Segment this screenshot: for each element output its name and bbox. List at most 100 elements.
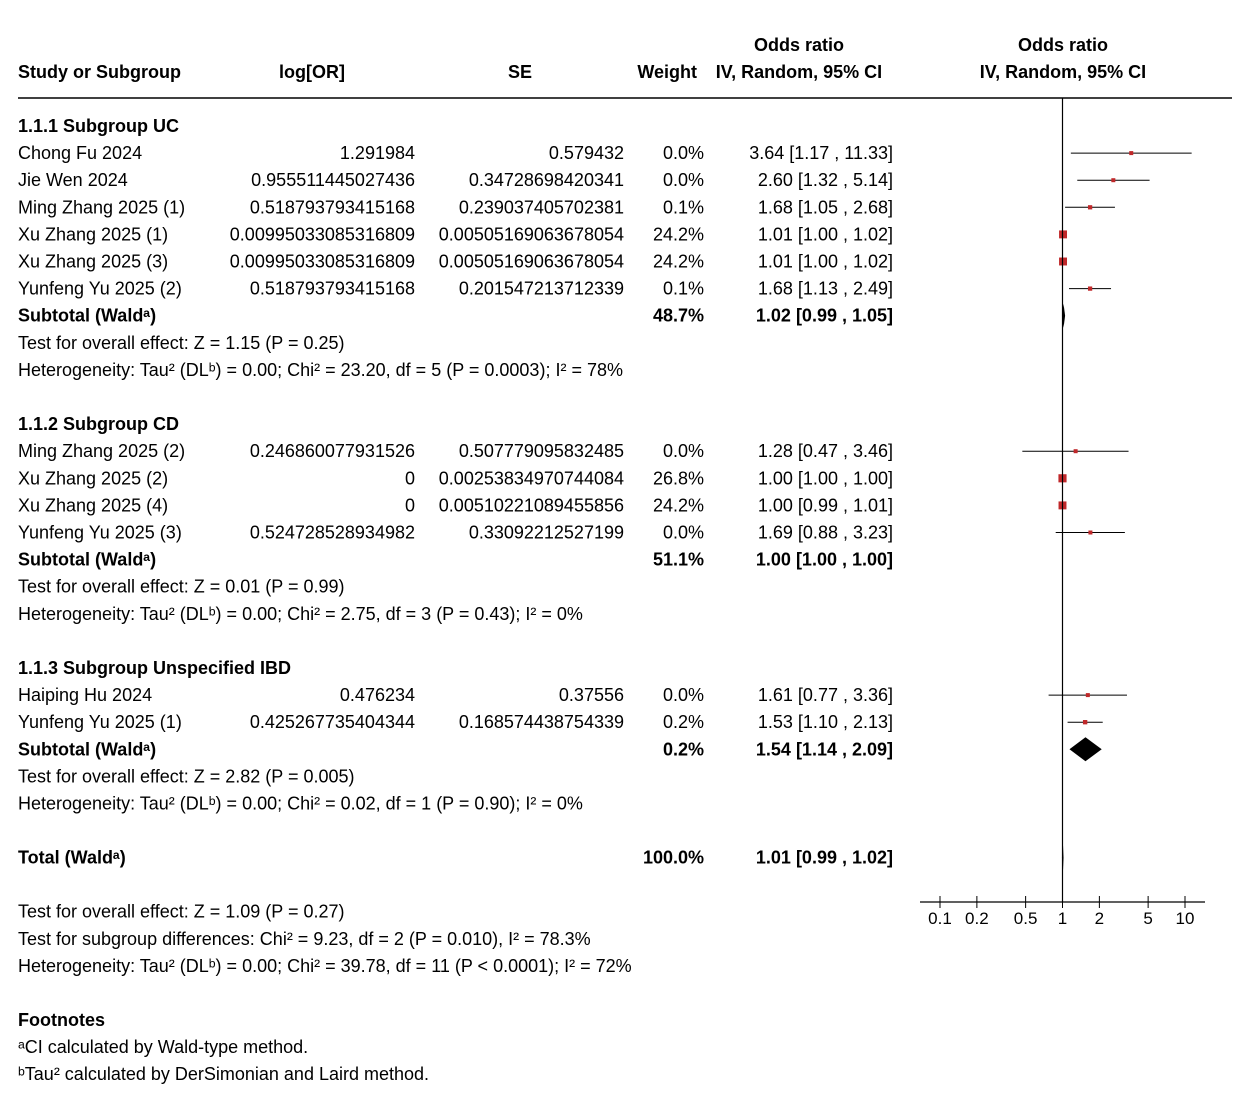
footnotes-title: Footnotes: [18, 1010, 105, 1030]
logor-cell: 0.955511445027436: [251, 170, 415, 190]
header-plot-bottom: IV, Random, 95% CI: [980, 62, 1146, 82]
table-row: Xu Zhang 2025 (4) 0 0.00510221089455856 24.…: [18, 495, 893, 515]
x-tick-label: 1: [1058, 909, 1067, 928]
subtotal-row: Subtotal (Waldᵃ) 0.2% 1.54 [1.14 , 2.09]: [18, 739, 893, 759]
table-body: 1.1.1 Subgroup UC Chong Fu 2024 1.291984 0.…: [18, 116, 893, 868]
x-tick-label: 5: [1143, 909, 1152, 928]
table-row: Xu Zhang 2025 (3) 0.00995033085316809 0.00…: [18, 252, 893, 272]
subtotal-weight: 0.2%: [663, 739, 704, 759]
table-row: Ming Zhang 2025 (2) 0.246860077931526 0.50…: [18, 441, 893, 461]
header-logor: log[OR]: [279, 62, 345, 82]
table-row: Chong Fu 2024 1.291984 0.579432 0.0% 3.64 [1…: [18, 143, 893, 163]
ci-cell: 3.64 [1.17 , 11.33]: [749, 143, 893, 163]
subtotal-row: Subtotal (Waldᵃ) 51.1% 1.00 [1.00 , 1.00]: [18, 550, 893, 570]
logor-cell: 0.518793793415168: [250, 279, 415, 299]
subtotal-ci: 1.02 [0.99 , 1.05]: [756, 306, 893, 326]
total-label: Total (Waldᵃ): [18, 848, 126, 868]
header-se: SE: [508, 62, 532, 82]
column-header: Study or Subgroup log[OR] SE Weight Odds…: [18, 35, 1146, 82]
overall-effect-test: Test for overall effect: Z = 0.01 (P = 0…: [18, 577, 345, 597]
heterogeneity-text: Heterogeneity: Tau² (DLᵇ) = 0.00; Chi² =…: [18, 604, 583, 624]
table-row: Xu Zhang 2025 (2) 0 0.00253834970744084 26.…: [18, 468, 893, 488]
study-name: Yunfeng Yu 2025 (1): [18, 712, 182, 732]
total-ci: 1.01 [0.99 , 1.02]: [756, 848, 893, 868]
se-cell: 0.507779095832485: [459, 441, 624, 461]
se-cell: 0.239037405702381: [459, 197, 624, 217]
weight-cell: 24.2%: [653, 224, 704, 244]
table-row: Yunfeng Yu 2025 (2) 0.518793793415168 0.20…: [18, 279, 893, 299]
study-name: Jie Wen 2024: [18, 170, 128, 190]
subtotal-label: Subtotal (Waldᵃ): [18, 739, 156, 759]
total-weight: 100.0%: [643, 848, 704, 868]
weight-cell: 0.0%: [663, 170, 704, 190]
study-marker: [1087, 205, 1093, 210]
x-tick-label: 0.5: [1014, 909, 1038, 928]
study-marker: [1088, 530, 1093, 535]
logor-cell: 0.00995033085316809: [230, 224, 415, 244]
footnote-item: ᵇTau² calculated by DerSimonian and Lair…: [18, 1064, 429, 1084]
weight-cell: 0.0%: [663, 685, 704, 705]
logor-cell: 0.476234: [340, 685, 415, 705]
x-tick-label: 2: [1095, 909, 1104, 928]
ci-cell: 1.01 [1.00 , 1.02]: [758, 252, 893, 272]
study-name: Chong Fu 2024: [18, 143, 142, 163]
subgroup-title: 1.1.3 Subgroup Unspecified IBD: [18, 658, 291, 678]
table-row: Ming Zhang 2025 (1) 0.518793793415168 0.23…: [18, 197, 893, 217]
table-row: Haiping Hu 2024 0.476234 0.37556 0.0% 1.61 […: [18, 685, 893, 705]
logor-cell: 0.425267735404344: [250, 712, 415, 732]
se-cell: 0.00505169063678054: [439, 224, 624, 244]
se-cell: 0.34728698420341: [469, 170, 624, 190]
weight-cell: 24.2%: [653, 495, 704, 515]
ci-cell: 1.00 [0.99 , 1.01]: [758, 495, 893, 515]
study-marker: [1129, 151, 1134, 156]
x-tick-label: 10: [1176, 909, 1195, 928]
weight-cell: 0.1%: [663, 197, 704, 217]
study-name: Yunfeng Yu 2025 (2): [18, 279, 182, 299]
subtotal-diamond: [1061, 303, 1066, 328]
weight-cell: 26.8%: [653, 468, 704, 488]
ci-cell: 1.69 [0.88 , 3.23]: [758, 523, 893, 543]
study-marker: [1087, 286, 1093, 291]
logor-cell: 0.518793793415168: [250, 197, 415, 217]
subtotal-label: Subtotal (Waldᵃ): [18, 550, 156, 570]
footnotes: Test for overall effect: Z = 1.09 (P = 0…: [18, 902, 632, 1084]
x-axis: 0.1 0.2 0.5 1 2 5 10: [920, 896, 1205, 928]
footnote-item: ᵃCI calculated by Wald-type method.: [18, 1037, 308, 1057]
subtotal-diamond: [1069, 737, 1102, 762]
weight-cell: 0.0%: [663, 441, 704, 461]
study-marker: [1073, 449, 1078, 454]
ci-cell: 2.60 [1.32 , 5.14]: [758, 170, 893, 190]
logor-cell: 0: [405, 468, 415, 488]
ci-cell: 1.68 [1.13 , 2.49]: [758, 279, 893, 299]
study-name: Xu Zhang 2025 (2): [18, 468, 168, 488]
study-name: Ming Zhang 2025 (2): [18, 441, 185, 461]
header-or-bottom: IV, Random, 95% CI: [716, 62, 882, 82]
x-tick-label: 0.1: [928, 909, 952, 928]
study-marker: [1085, 693, 1090, 698]
se-cell: 0.33092212527199: [469, 523, 624, 543]
heterogeneity-text: Heterogeneity: Tau² (DLᵇ) = 0.00; Chi² =…: [18, 794, 583, 814]
study-marker: [1111, 178, 1116, 183]
logor-cell: 0.00995033085316809: [230, 252, 415, 272]
subtotal-ci: 1.54 [1.14 , 2.09]: [756, 739, 893, 759]
study-name: Haiping Hu 2024: [18, 685, 152, 705]
table-row: Xu Zhang 2025 (1) 0.00995033085316809 0.00…: [18, 224, 893, 244]
ci-cell: 1.00 [1.00 , 1.00]: [758, 468, 893, 488]
logor-cell: 1.291984: [340, 143, 415, 163]
ci-cell: 1.28 [0.47 , 3.46]: [758, 441, 893, 461]
subtotal-ci: 1.00 [1.00 , 1.00]: [756, 550, 893, 570]
ci-cell: 1.61 [0.77 , 3.36]: [758, 685, 893, 705]
logor-cell: 0: [405, 495, 415, 515]
weight-cell: 24.2%: [653, 252, 704, 272]
weight-cell: 0.0%: [663, 143, 704, 163]
logor-cell: 0.524728528934982: [250, 523, 415, 543]
logor-cell: 0.246860077931526: [250, 441, 415, 461]
ci-cell: 1.01 [1.00 , 1.02]: [758, 224, 893, 244]
subtotal-weight: 51.1%: [653, 550, 704, 570]
heterogeneity-text: Heterogeneity: Tau² (DLᵇ) = 0.00; Chi² =…: [18, 360, 623, 380]
weight-cell: 0.0%: [663, 523, 704, 543]
plot-area: [1022, 98, 1192, 902]
subtotal-row: Subtotal (Waldᵃ) 48.7% 1.02 [0.99 , 1.05]: [18, 306, 893, 326]
se-cell: 0.00510221089455856: [439, 495, 624, 515]
se-cell: 0.37556: [559, 685, 624, 705]
